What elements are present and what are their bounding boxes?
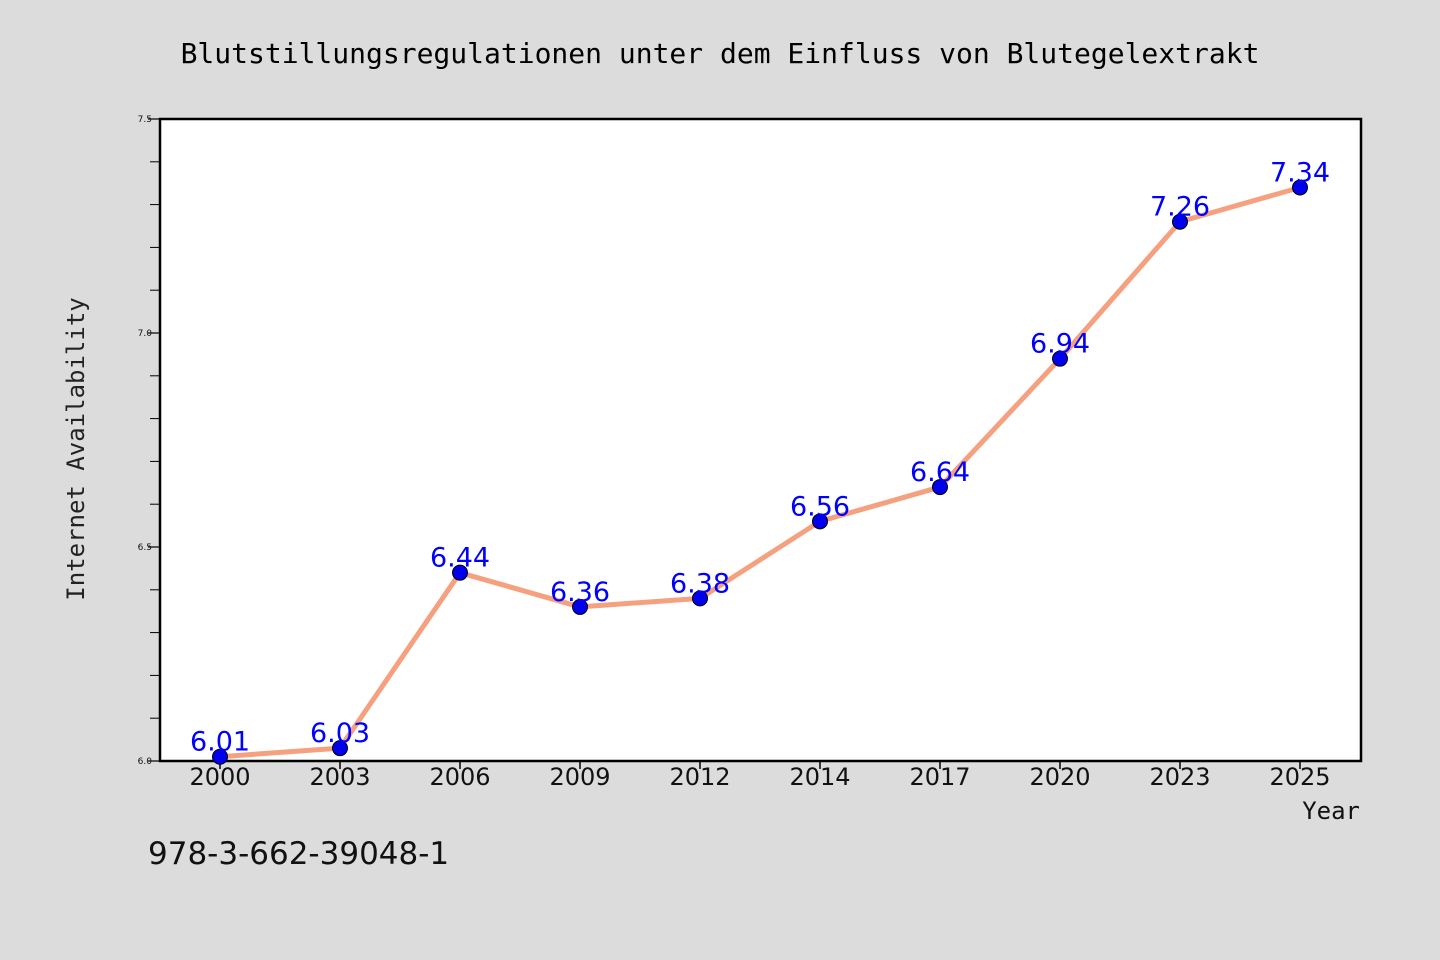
y-tick-label: 6.0 (138, 757, 153, 767)
y-tick-label: 7.5 (138, 115, 152, 125)
data-point (812, 513, 828, 530)
y-axis-label: Internet Availability (62, 297, 90, 600)
data-point (1292, 179, 1308, 196)
data-label: 6.36 (550, 577, 610, 608)
x-axis: 2000 2003 2006 2009 2012 2014 2017 2020 2023 2025 (189, 761, 1331, 791)
data-label: 6.56 (790, 491, 850, 522)
chart-title: Blutstillungsregulationen unter dem Einf… (181, 37, 1260, 70)
x-tick-label: 2023 (1149, 763, 1210, 791)
y-tick-label: 7.0 (138, 329, 153, 339)
x-tick-label: 2020 (1029, 763, 1090, 791)
x-tick-label: 2006 (429, 763, 490, 791)
data-point (1052, 350, 1068, 367)
data-point (932, 479, 948, 496)
x-tick-label: 2003 (309, 763, 370, 791)
x-tick-label: 2017 (909, 763, 970, 791)
x-tick-label: 2000 (189, 763, 250, 791)
data-label: 6.38 (670, 568, 730, 599)
isbn-text: 978-3-662-39048-1 (148, 836, 449, 872)
series-line-group (212, 179, 1308, 765)
plot-area (158, 117, 1363, 763)
y-axis: 6.0 6.5 7.0 7.5 (138, 115, 160, 767)
x-axis-label: Year (1302, 797, 1360, 825)
data-label: 6.44 (430, 543, 490, 574)
data-point (572, 598, 588, 615)
data-point (332, 740, 348, 757)
data-point (212, 748, 228, 765)
x-tick-label: 2012 (669, 763, 730, 791)
data-point (452, 564, 468, 581)
data-label: 6.94 (1030, 329, 1090, 360)
y-tick-label: 6.5 (138, 543, 152, 553)
x-tick-label: 2009 (549, 763, 610, 791)
data-point (692, 590, 708, 607)
series-line (217, 184, 1303, 760)
data-label: 7.34 (1270, 157, 1330, 188)
data-label: 6.03 (310, 718, 370, 749)
data-label: 6.64 (910, 457, 970, 488)
x-tick-label: 2014 (789, 763, 850, 791)
data-point (1172, 213, 1188, 230)
data-label: 6.01 (190, 727, 250, 758)
data-label-group: 6.01 6.03 6.44 6.36 6.38 6.56 6.64 6.94 7.26 7.34 (190, 157, 1330, 757)
x-tick-label: 2025 (1269, 763, 1330, 791)
data-label: 7.26 (1150, 192, 1210, 223)
